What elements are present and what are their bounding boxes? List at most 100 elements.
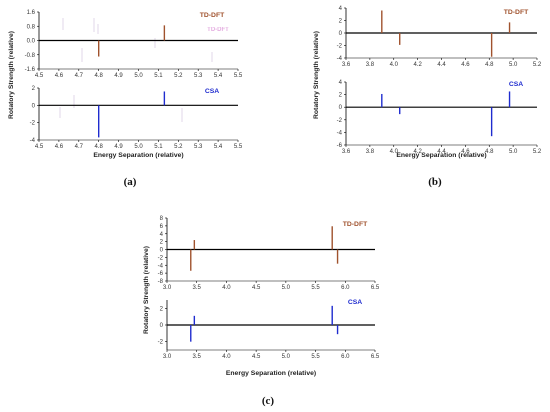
ytick-label-c-0-7: -6 <box>158 271 164 277</box>
ytick-label-c-0-1: 6 <box>160 224 164 230</box>
xtick-label-a-1-10: 5.5 <box>234 144 243 150</box>
ytick-label-a-1-3: -4 <box>30 138 36 144</box>
ytick-label-a-0-0: 1.6 <box>27 10 36 16</box>
panel-label-b: (b) <box>428 176 442 188</box>
xtick-label-c-1-5: 5.5 <box>311 354 320 360</box>
ytick-label-c-0-6: -4 <box>158 263 164 269</box>
xtick-label-a-0-1: 4.6 <box>55 73 64 79</box>
legend-a-0: TD-DFT <box>200 12 225 19</box>
xtick-label-b-0-7: 5.0 <box>509 62 518 68</box>
ytick-label-c-1-2: -2 <box>158 340 164 346</box>
xtick-label-a-0-8: 5.3 <box>194 73 203 79</box>
xtick-label-a-0-4: 4.9 <box>114 73 123 79</box>
xtick-label-a-1-9: 5.4 <box>214 144 223 150</box>
xtick-label-c-0-4: 5.0 <box>282 285 291 291</box>
xtick-label-c-1-6: 6.0 <box>341 354 350 360</box>
panel-label-c: (c) <box>262 395 275 407</box>
xtick-label-a-1-4: 4.9 <box>114 144 123 150</box>
xtick-label-a-0-2: 4.7 <box>75 73 84 79</box>
xtick-label-c-0-2: 4.0 <box>222 285 231 291</box>
xlabel-b: Energy Separation (relative) <box>396 152 486 159</box>
xtick-label-c-1-0: 3.0 <box>163 354 172 360</box>
xtick-label-b-0-6: 4.8 <box>485 62 494 68</box>
xtick-label-b-1-2: 4.0 <box>390 149 399 155</box>
ytick-label-a-0-4: -1.6 <box>25 67 36 73</box>
xlabel-a: Energy Separation (relative) <box>93 152 183 159</box>
xtick-label-c-0-1: 3.5 <box>193 285 202 291</box>
xlabel-c: Energy Separation (relative) <box>226 370 316 377</box>
ytick-label-c-0-0: 8 <box>160 216 164 222</box>
ytick-label-c-0-8: -8 <box>158 279 164 285</box>
xtick-label-a-1-8: 5.3 <box>194 144 203 150</box>
xtick-label-c-0-7: 6.5 <box>371 285 380 291</box>
xtick-label-b-0-0: 3.6 <box>342 62 351 68</box>
xtick-label-c-0-0: 3.0 <box>163 285 172 291</box>
xtick-label-b-1-8: 5.2 <box>533 149 542 155</box>
ghost-text-a-0: TD-DFT <box>207 27 229 33</box>
xtick-label-c-0-5: 5.5 <box>311 285 320 291</box>
ytick-label-c-0-3: 2 <box>160 240 164 246</box>
xtick-label-c-1-1: 3.5 <box>193 354 202 360</box>
xtick-label-a-0-7: 5.2 <box>174 73 183 79</box>
xtick-label-b-1-5: 4.6 <box>461 149 470 155</box>
ytick-label-a-1-1: 0 <box>32 103 36 109</box>
legend-c-1: CSA <box>348 299 362 306</box>
ytick-label-c-0-5: -2 <box>158 255 164 261</box>
ytick-label-c-1-0: 2 <box>160 306 164 312</box>
ytick-label-b-0-0: 4 <box>339 6 343 12</box>
xtick-label-a-1-2: 4.7 <box>75 144 84 150</box>
ylabel-a: Rotatory Strength (relative) <box>8 31 15 119</box>
ytick-label-c-1-1: 0 <box>160 323 164 329</box>
ytick-label-b-0-3: -2 <box>337 44 343 50</box>
xtick-label-c-1-7: 6.5 <box>371 354 380 360</box>
xtick-label-a-0-3: 4.8 <box>95 73 104 79</box>
xtick-label-c-1-3: 4.5 <box>252 354 261 360</box>
xtick-label-a-0-6: 5.1 <box>154 73 163 79</box>
ytick-label-b-1-4: -4 <box>337 130 343 136</box>
xtick-label-a-1-0: 4.5 <box>35 144 44 150</box>
ylabel-b: Rotatory Strength (relative) <box>313 31 320 119</box>
xtick-label-b-1-7: 5.0 <box>509 149 518 155</box>
ytick-label-b-0-2: 0 <box>339 31 343 37</box>
xtick-label-c-1-2: 4.0 <box>222 354 231 360</box>
legend-b-0: TD-DFT <box>504 9 529 16</box>
panel-label-a: (a) <box>124 176 137 188</box>
xtick-label-c-1-4: 5.0 <box>282 354 291 360</box>
ytick-label-b-0-1: 2 <box>339 19 343 25</box>
ytick-label-c-0-4: 0 <box>160 248 164 254</box>
xtick-label-c-0-3: 4.5 <box>252 285 261 291</box>
ytick-label-a-1-2: -2 <box>30 121 36 127</box>
xtick-label-b-0-1: 3.8 <box>366 62 375 68</box>
xtick-label-a-1-3: 4.8 <box>95 144 104 150</box>
legend-b-1: CSA <box>509 81 523 88</box>
ytick-label-b-1-0: 4 <box>339 80 343 86</box>
xtick-label-b-1-1: 3.8 <box>366 149 375 155</box>
xtick-label-b-1-3: 4.2 <box>413 149 422 155</box>
xtick-label-a-1-1: 4.6 <box>55 144 64 150</box>
xtick-label-b-1-0: 3.6 <box>342 149 351 155</box>
xtick-label-b-0-8: 5.2 <box>533 62 542 68</box>
ytick-label-b-1-1: 2 <box>339 93 343 99</box>
xtick-label-b-0-3: 4.2 <box>413 62 422 68</box>
ytick-label-b-1-2: 0 <box>339 105 343 111</box>
ytick-label-a-0-1: 0.8 <box>27 24 36 30</box>
xtick-label-b-0-4: 4.4 <box>437 62 446 68</box>
xtick-label-b-1-4: 4.4 <box>437 149 446 155</box>
xtick-label-a-0-5: 5.0 <box>134 73 143 79</box>
legend-c-0: TD-DFT <box>343 221 368 228</box>
ytick-label-a-1-0: 2 <box>32 86 36 92</box>
ytick-label-b-0-4: -4 <box>337 56 343 62</box>
xtick-label-c-0-6: 6.0 <box>341 285 350 291</box>
ylabel-c: Rotatory Strength (relative) <box>143 246 150 334</box>
ytick-label-a-0-2: 0.0 <box>27 39 36 45</box>
xtick-label-a-0-9: 5.4 <box>214 73 223 79</box>
xtick-label-b-1-6: 4.8 <box>485 149 494 155</box>
xtick-label-a-1-5: 5.0 <box>134 144 143 150</box>
legend-a-1: CSA <box>205 88 219 95</box>
xtick-label-a-1-6: 5.1 <box>154 144 163 150</box>
ytick-label-c-0-2: 4 <box>160 232 164 238</box>
ytick-label-a-0-3: -0.8 <box>25 53 36 59</box>
xtick-label-a-0-0: 4.5 <box>35 73 44 79</box>
xtick-label-b-0-5: 4.6 <box>461 62 470 68</box>
